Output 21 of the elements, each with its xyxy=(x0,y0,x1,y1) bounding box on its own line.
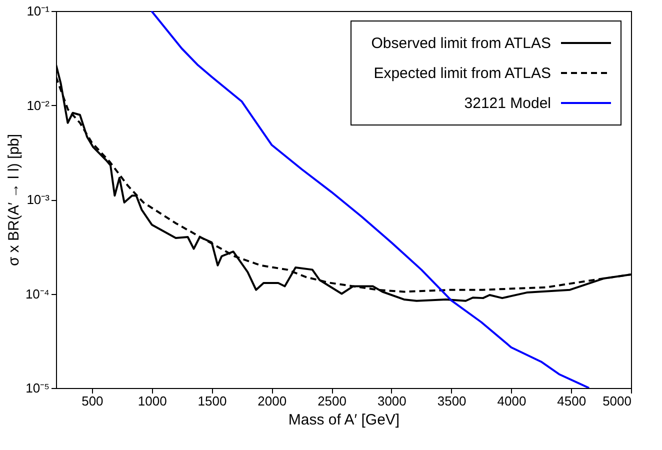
x-tick-label: 3500 xyxy=(437,394,466,408)
y-tick-label: 10⁻³ xyxy=(26,192,50,207)
x-tick-label: 4500 xyxy=(557,394,586,408)
y-tick-label: 10⁻¹ xyxy=(26,4,50,18)
line-series xyxy=(150,11,590,388)
x-tick-label: 1500 xyxy=(198,394,227,408)
x-tick-label: 2000 xyxy=(258,394,287,408)
legend-label: 32121 Model xyxy=(464,95,551,112)
y-tick-label: 10⁻² xyxy=(26,98,50,113)
y-tick-label: 10⁻⁴ xyxy=(25,286,50,302)
y-tick-label: 10⁻⁵ xyxy=(26,380,50,396)
y-axis-title: σ x BR(A′ → l l) [pb] xyxy=(5,134,22,266)
x-tick-label: 1000 xyxy=(138,394,167,408)
legend-label: Expected limit from ATLAS xyxy=(374,65,551,82)
x-tick-label: 4000 xyxy=(497,394,526,408)
x-tick-label: 500 xyxy=(82,394,104,408)
x-tick-label: 5000 xyxy=(602,394,632,408)
x-axis-title: Mass of A′ [GeV] xyxy=(288,412,400,428)
legend-label: Observed limit from ATLAS xyxy=(371,35,551,52)
x-tick-label: 3000 xyxy=(377,394,406,408)
x-tick-label: 2500 xyxy=(318,394,346,408)
